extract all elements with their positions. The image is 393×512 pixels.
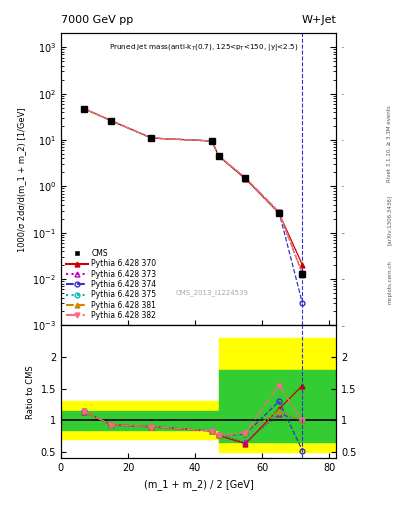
Pythia 6.428 370 [149, 135, 154, 141]
Pythia 6.428 370 [243, 176, 248, 182]
Pythia 6.428 382 [216, 153, 221, 159]
Pythia 6.428 381 [277, 209, 281, 216]
Y-axis label: 1000/σ 2dσ/d(m_1 + m_2) [1/GeV]: 1000/σ 2dσ/d(m_1 + m_2) [1/GeV] [18, 107, 26, 252]
Pythia 6.428 370 [216, 153, 221, 159]
Legend: CMS, Pythia 6.428 370, Pythia 6.428 373, Pythia 6.428 374, Pythia 6.428 375, Pyt: CMS, Pythia 6.428 370, Pythia 6.428 373,… [65, 247, 158, 322]
Pythia 6.428 381 [149, 135, 154, 141]
Text: [arXiv:1306.3436]: [arXiv:1306.3436] [387, 195, 392, 245]
Pythia 6.428 382 [277, 209, 281, 215]
Text: Pruned jet mass(anti-k$_T$(0.7), 125<p$_T$<150, |y|<2.5): Pruned jet mass(anti-k$_T$(0.7), 125<p$_… [109, 42, 299, 53]
Pythia 6.428 375 [277, 209, 281, 216]
Pythia 6.428 382 [300, 271, 305, 277]
Text: mcplots.cern.ch: mcplots.cern.ch [387, 260, 392, 304]
Text: W+Jet: W+Jet [301, 14, 336, 25]
Pythia 6.428 375 [149, 135, 154, 141]
Pythia 6.428 373 [109, 118, 114, 124]
Pythia 6.428 382 [209, 138, 214, 144]
Pythia 6.428 370 [209, 138, 214, 144]
Pythia 6.428 373 [209, 138, 214, 144]
Text: Rivet 3.1.10, ≥ 3.3M events: Rivet 3.1.10, ≥ 3.3M events [387, 105, 392, 182]
Pythia 6.428 374 [216, 153, 221, 159]
Line: Pythia 6.428 374: Pythia 6.428 374 [82, 106, 305, 306]
Pythia 6.428 381 [82, 106, 87, 112]
Pythia 6.428 375 [216, 153, 221, 159]
Pythia 6.428 375 [209, 138, 214, 144]
Pythia 6.428 382 [149, 135, 154, 141]
Pythia 6.428 374 [300, 300, 305, 306]
Pythia 6.428 373 [277, 210, 281, 216]
X-axis label: (m_1 + m_2) / 2 [GeV]: (m_1 + m_2) / 2 [GeV] [143, 479, 253, 489]
Pythia 6.428 373 [149, 135, 154, 141]
Pythia 6.428 374 [277, 209, 281, 215]
Pythia 6.428 381 [300, 271, 305, 277]
Pythia 6.428 381 [209, 138, 214, 144]
Text: CMS_2013_I1224539: CMS_2013_I1224539 [176, 289, 249, 296]
Line: Pythia 6.428 382: Pythia 6.428 382 [82, 106, 305, 276]
Pythia 6.428 375 [109, 118, 114, 124]
Pythia 6.428 374 [82, 106, 87, 112]
Pythia 6.428 374 [209, 138, 214, 144]
Line: Pythia 6.428 381: Pythia 6.428 381 [82, 106, 305, 276]
Line: Pythia 6.428 375: Pythia 6.428 375 [82, 106, 305, 276]
Pythia 6.428 374 [109, 118, 114, 124]
Pythia 6.428 381 [109, 118, 114, 124]
Pythia 6.428 382 [243, 175, 248, 181]
Pythia 6.428 382 [109, 118, 114, 124]
Text: 7000 GeV pp: 7000 GeV pp [61, 14, 133, 25]
Pythia 6.428 370 [300, 262, 305, 268]
Pythia 6.428 370 [82, 106, 87, 112]
Line: Pythia 6.428 370: Pythia 6.428 370 [82, 106, 305, 268]
Pythia 6.428 373 [243, 176, 248, 182]
Pythia 6.428 370 [277, 210, 281, 216]
Pythia 6.428 375 [300, 271, 305, 277]
Line: Pythia 6.428 373: Pythia 6.428 373 [82, 106, 305, 276]
Pythia 6.428 375 [243, 175, 248, 181]
Y-axis label: Ratio to CMS: Ratio to CMS [26, 365, 35, 419]
Pythia 6.428 373 [82, 106, 87, 112]
Pythia 6.428 370 [109, 118, 114, 124]
Pythia 6.428 375 [82, 106, 87, 112]
Pythia 6.428 381 [216, 153, 221, 159]
Pythia 6.428 374 [149, 135, 154, 141]
Pythia 6.428 382 [82, 106, 87, 112]
Pythia 6.428 373 [216, 153, 221, 159]
Pythia 6.428 381 [243, 175, 248, 181]
Pythia 6.428 374 [243, 175, 248, 181]
Pythia 6.428 373 [300, 271, 305, 277]
